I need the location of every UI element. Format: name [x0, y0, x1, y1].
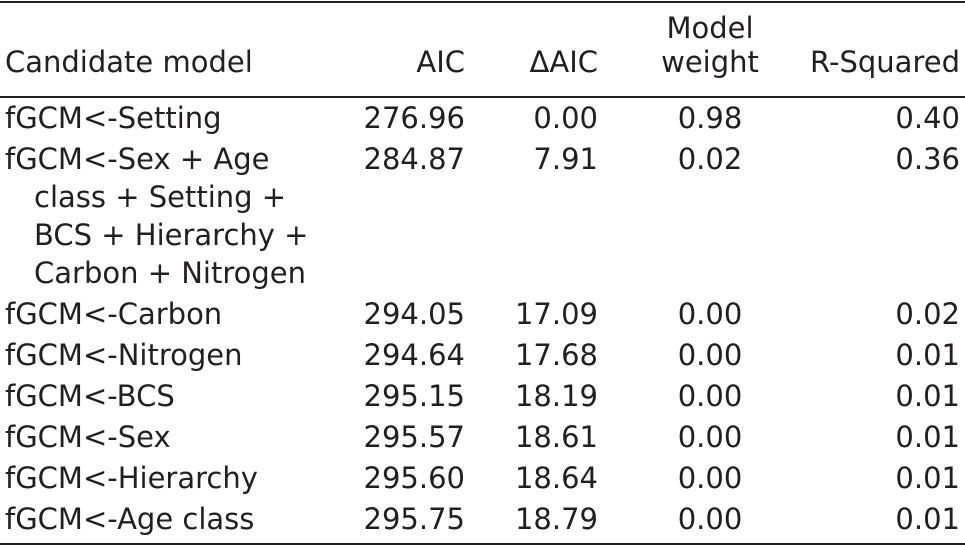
row-weight: 0.00 [677, 502, 743, 536]
row-weight: 0.00 [677, 461, 743, 495]
row-aic: 295.75 [363, 502, 465, 536]
row-r-squared: 0.01 [895, 338, 960, 372]
row-model: fGCM<-Sex [5, 420, 171, 454]
row-delta-aic: 0.00 [533, 101, 598, 135]
row-weight: 0.00 [677, 379, 743, 413]
row-model: fGCM<-Setting [5, 101, 222, 135]
row-r-squared: 0.02 [895, 297, 960, 331]
header-model-weight-line2: weight [661, 45, 759, 79]
table-header-rule [0, 96, 965, 98]
row-aic: 294.64 [363, 338, 465, 372]
row-delta-aic: 7.91 [533, 142, 598, 176]
row-r-squared: 0.01 [895, 420, 960, 454]
row-weight: 0.00 [677, 420, 743, 454]
row-delta-aic: 17.68 [514, 338, 598, 372]
row-weight: 0.00 [677, 297, 743, 331]
header-candidate-model: Candidate model [5, 45, 253, 79]
row-aic: 295.57 [363, 420, 465, 454]
row-aic: 276.96 [363, 101, 465, 135]
row-r-squared: 0.40 [895, 101, 960, 135]
row-weight: 0.98 [677, 101, 743, 135]
row-aic: 295.15 [363, 379, 465, 413]
header-model-weight-line1: Model [666, 11, 754, 45]
row-model: fGCM<-Carbon [5, 297, 223, 331]
row-model: fGCM<-Sex + Age [5, 142, 270, 176]
row-weight: 0.00 [677, 338, 743, 372]
row-r-squared: 0.01 [895, 461, 960, 495]
header-delta-aic: ΔAIC [529, 45, 598, 79]
row-delta-aic: 17.09 [514, 297, 598, 331]
row-model: fGCM<-Hierarchy [5, 461, 258, 495]
row-model-continued: Carbon + Nitrogen [34, 256, 306, 290]
table-top-rule [0, 1, 965, 3]
row-delta-aic: 18.79 [514, 502, 598, 536]
row-model: fGCM<-Age class [5, 502, 255, 536]
header-aic: AIC [416, 45, 465, 79]
row-model-continued: BCS + Hierarchy + [34, 218, 309, 252]
row-delta-aic: 18.64 [514, 461, 598, 495]
row-weight: 0.02 [677, 142, 743, 176]
row-model: fGCM<-BCS [5, 379, 175, 413]
row-r-squared: 0.01 [895, 379, 960, 413]
table-bottom-rule [0, 543, 965, 545]
row-aic: 284.87 [363, 142, 465, 176]
row-r-squared: 0.36 [895, 142, 960, 176]
row-aic: 294.05 [363, 297, 465, 331]
row-r-squared: 0.01 [895, 502, 960, 536]
row-aic: 295.60 [363, 461, 465, 495]
row-delta-aic: 18.19 [514, 379, 598, 413]
header-r-squared: R-Squared [810, 45, 960, 79]
row-model: fGCM<-Nitrogen [5, 338, 243, 372]
row-model-continued: class + Setting + [34, 180, 287, 214]
row-delta-aic: 18.61 [514, 420, 598, 454]
